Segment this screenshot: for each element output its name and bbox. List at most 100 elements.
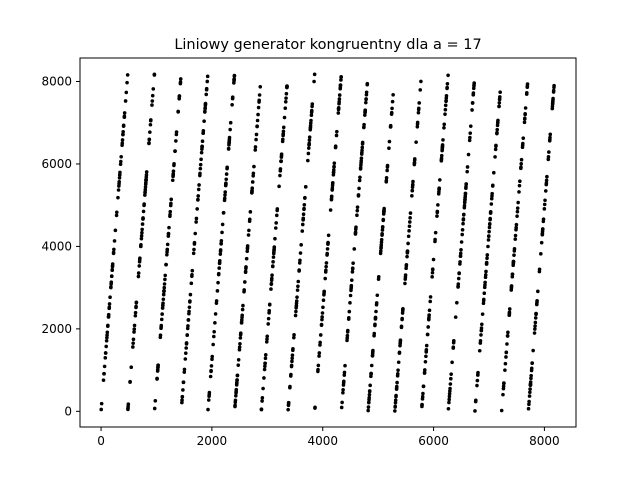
- scatter-point: [262, 367, 267, 372]
- scatter-point: [421, 391, 425, 396]
- scatter-point: [147, 137, 152, 142]
- scatter-point: [379, 240, 384, 245]
- scatter-point: [522, 120, 527, 125]
- scatter-point: [318, 343, 322, 347]
- scatter-point: [364, 97, 368, 102]
- scatter-point: [318, 333, 323, 337]
- scatter-point: [196, 198, 200, 202]
- scatter-point: [106, 314, 111, 319]
- scatter-point: [294, 309, 298, 314]
- scatter-point: [502, 381, 506, 385]
- scatter-point: [144, 178, 148, 182]
- scatter-point: [430, 267, 435, 272]
- scatter-point: [269, 282, 274, 287]
- scatter-point: [485, 253, 490, 257]
- scatter-point: [350, 270, 355, 274]
- scatter-point: [461, 218, 466, 222]
- scatter-point: [322, 289, 326, 294]
- scatter-point: [445, 85, 449, 90]
- scatter-point: [203, 109, 207, 114]
- scatter-point: [337, 99, 341, 104]
- scatter-point: [449, 376, 453, 381]
- scatter-point: [526, 406, 531, 411]
- scatter-point: [244, 256, 249, 261]
- scatter-point: [484, 262, 489, 266]
- scatter-point: [200, 139, 205, 144]
- scatter-point: [168, 209, 173, 214]
- scatter-point: [519, 161, 524, 166]
- scatter-point: [188, 299, 192, 303]
- scatter-point: [184, 346, 188, 350]
- x-tick-label: 4000: [307, 434, 338, 448]
- scatter-point: [527, 399, 531, 404]
- scatter-point: [531, 348, 535, 353]
- scatter-point: [271, 255, 276, 259]
- scatter-point: [255, 118, 260, 123]
- scatter-point: [395, 380, 399, 385]
- scatter-point: [290, 359, 294, 364]
- scatter-point: [467, 138, 472, 143]
- scatter-point: [295, 288, 300, 292]
- scatter-point: [335, 129, 339, 134]
- scatter-point: [448, 389, 452, 393]
- scatter-point: [347, 309, 352, 314]
- scatter-point: [533, 324, 537, 328]
- scatter-point: [380, 233, 384, 237]
- scatter-point: [445, 82, 450, 86]
- scatter-point: [266, 316, 271, 321]
- scatter-point: [279, 155, 284, 159]
- scatter-point: [307, 146, 311, 150]
- scatter-point: [224, 177, 229, 182]
- scatter-point: [458, 254, 463, 259]
- scatter-point: [523, 112, 527, 116]
- scatter-point: [308, 121, 313, 125]
- scatter-point: [412, 161, 417, 165]
- scatter-point: [482, 291, 487, 296]
- scatter-point: [257, 93, 262, 97]
- scatter-point: [165, 252, 169, 257]
- scatter-point: [134, 301, 139, 305]
- scatter-point: [158, 333, 163, 337]
- y-axis: 0 2000 4000 6000 8000: [41, 75, 80, 418]
- plot-frame: [79, 57, 577, 428]
- scatter-point: [407, 229, 411, 233]
- scatter-point: [460, 232, 465, 237]
- scatter-point: [451, 340, 456, 345]
- scatter-point: [370, 351, 375, 356]
- scatter-point: [345, 328, 350, 333]
- scatter-point: [261, 386, 265, 391]
- scatter-point: [131, 341, 135, 345]
- scatter-point: [336, 111, 341, 115]
- scatter-point: [166, 231, 171, 236]
- scatter-point: [515, 209, 520, 214]
- scatter-point: [234, 387, 239, 392]
- scatter-point: [530, 361, 534, 365]
- scatter-point: [437, 190, 441, 194]
- scatter-point: [257, 98, 261, 103]
- scatter-point: [380, 225, 385, 230]
- scatter-point: [464, 182, 469, 186]
- scatter-point: [288, 384, 292, 389]
- scatter-point: [446, 406, 451, 411]
- scatter-point: [431, 257, 436, 262]
- scatter-point: [178, 77, 183, 81]
- scatter-point: [420, 404, 424, 409]
- scatter-point: [401, 307, 405, 311]
- scatter-point: [517, 190, 521, 194]
- scatter-point: [389, 112, 394, 116]
- scatter-point: [507, 310, 512, 315]
- scatter-point: [443, 103, 448, 108]
- scatter-point: [148, 118, 153, 123]
- scatter-point: [114, 213, 119, 218]
- scatter-point: [312, 79, 316, 84]
- scatter-point: [110, 264, 115, 268]
- scatter-point: [374, 301, 379, 305]
- scatter-point: [152, 72, 157, 77]
- scatter-point: [235, 373, 240, 378]
- scatter-point: [506, 330, 510, 335]
- scatter-point: [109, 285, 113, 289]
- scatter-point: [206, 398, 211, 402]
- scatter-point: [487, 225, 492, 230]
- x-tick-label: 8000: [529, 434, 560, 448]
- scatter-point: [433, 230, 438, 235]
